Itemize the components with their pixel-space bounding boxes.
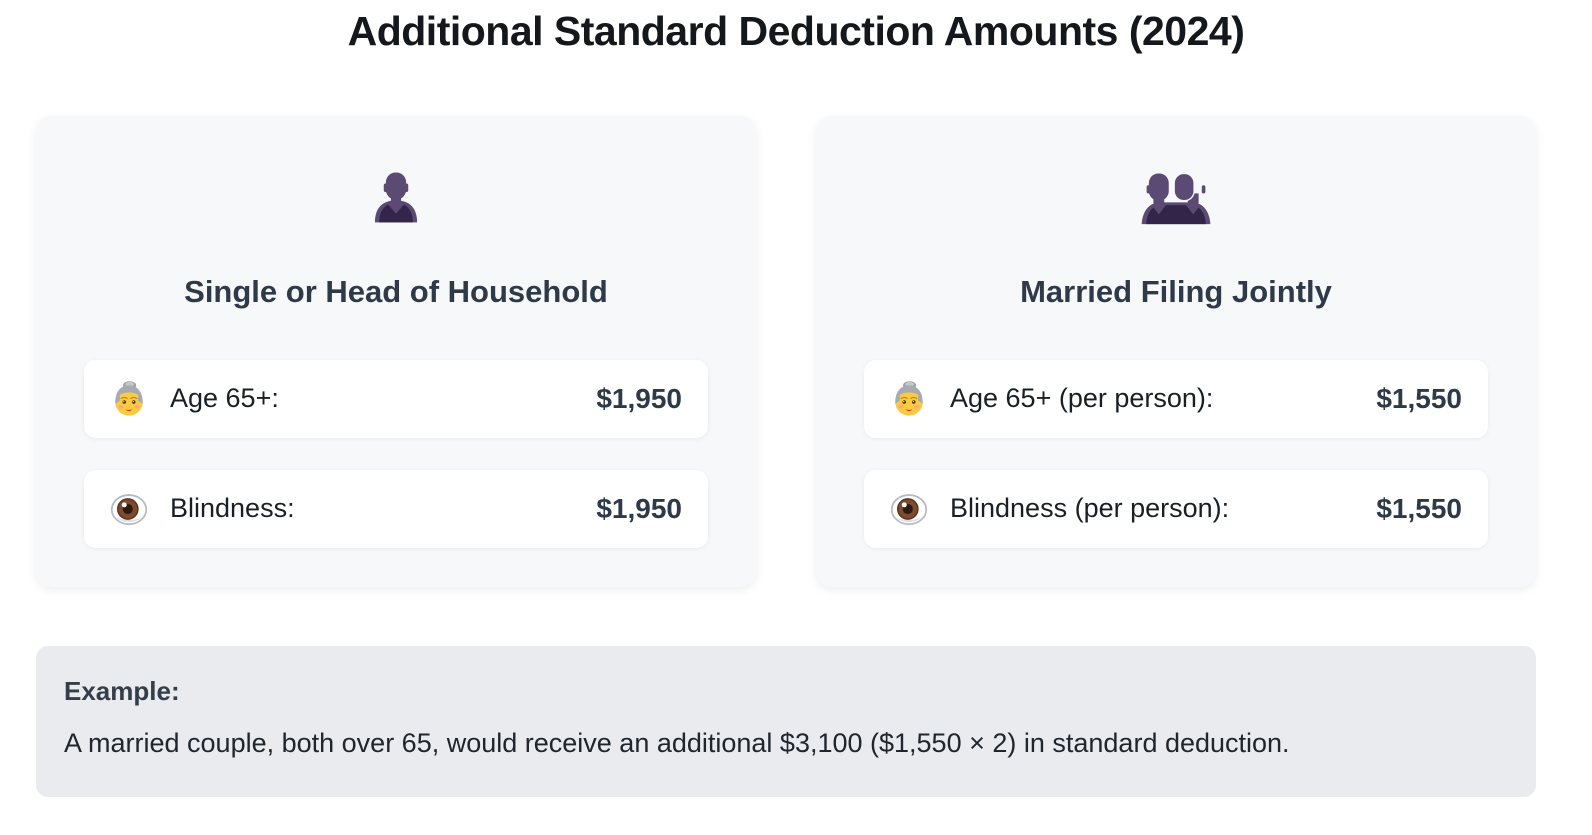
content-area: Single or Head of Household [36,116,1536,798]
row-label: Age 65+: [170,383,279,414]
example-heading: Example: [64,676,180,707]
eye-icon [110,490,148,528]
row-age-65-per-person: Age 65+ (per person): $1,550 [864,359,1488,438]
row-value: $1,950 [596,492,682,524]
two-people-silhouette-icon [864,166,1488,228]
single-person-silhouette-icon [84,166,708,228]
row-label: Blindness (per person): [950,493,1230,524]
eye-icon [890,490,928,528]
card-rows: Age 65+ (per person): $1,550 [864,359,1488,548]
row-value: $1,950 [596,382,682,414]
cards-row: Single or Head of Household [36,116,1536,588]
example-box: Example: A married couple, both over 65,… [36,646,1536,798]
row-blindness-per-person: Blindness (per person): $1,550 [864,469,1488,548]
older-woman-icon [110,380,148,418]
card-heading: Married Filing Jointly [1020,274,1332,310]
row-age-65: Age 65+: $1,950 [84,359,708,438]
example-text: A married couple, both over 65, would re… [64,728,1290,759]
page-title: Additional Standard Deduction Amounts (2… [347,8,1245,54]
row-label: Blindness: [170,493,295,524]
older-woman-icon [890,380,928,418]
row-blindness: Blindness: $1,950 [84,469,708,548]
card-heading: Single or Head of Household [184,274,608,310]
card-single-or-hoh: Single or Head of Household [36,116,756,588]
page: Additional Standard Deduction Amounts (2… [36,8,1536,798]
card-married-filing-jointly: Married Filing Jointly [816,116,1536,588]
row-value: $1,550 [1376,492,1462,524]
row-value: $1,550 [1376,382,1462,414]
row-label: Age 65+ (per person): [950,383,1214,414]
card-rows: Age 65+: $1,950 [84,359,708,548]
